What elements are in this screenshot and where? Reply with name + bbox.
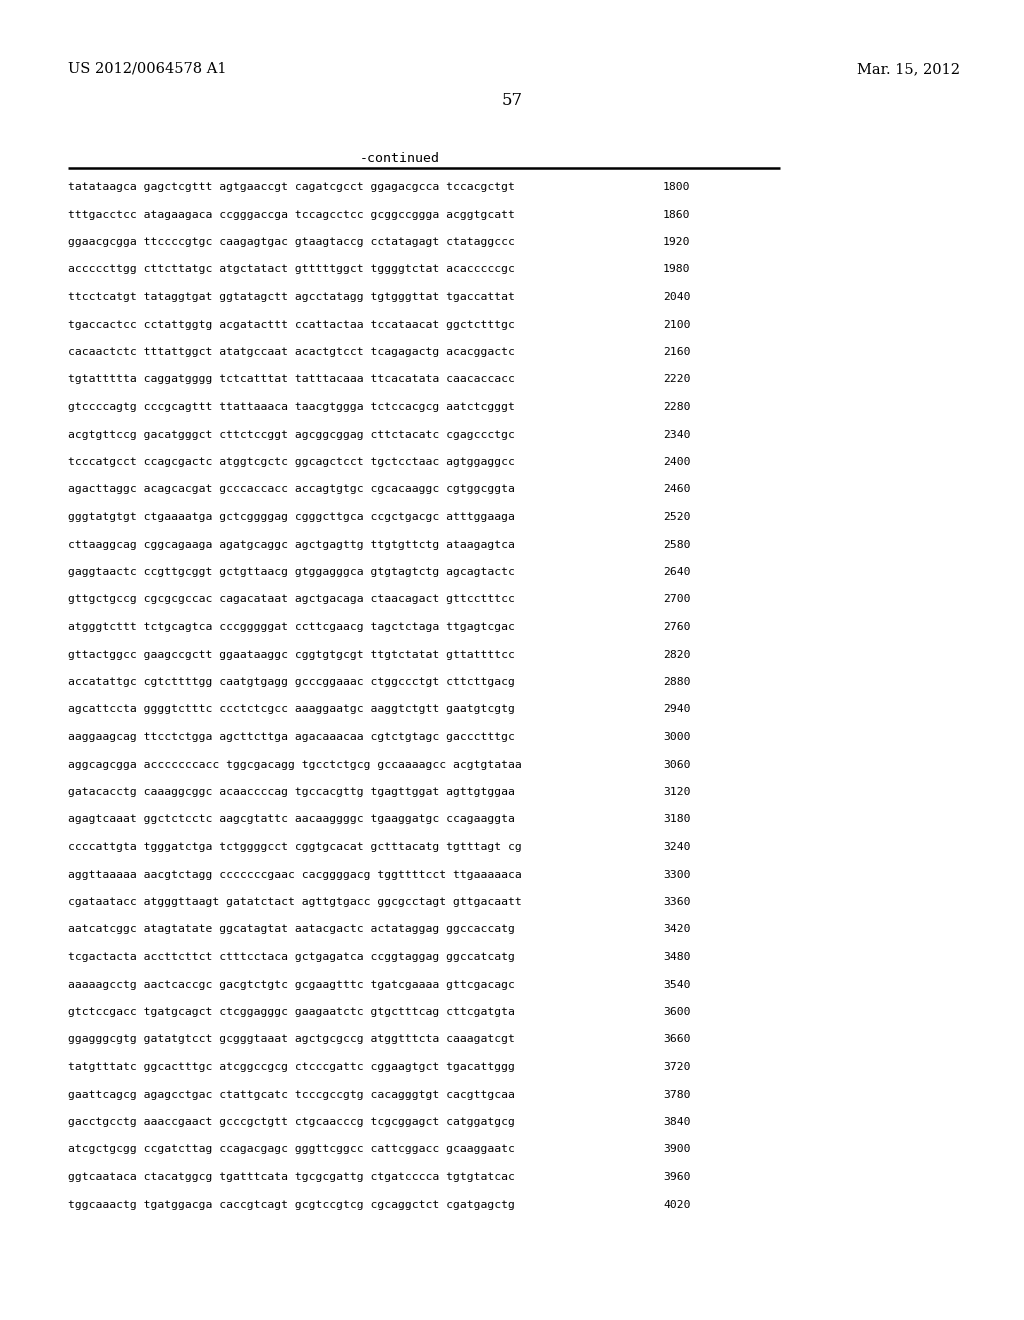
Text: 3840: 3840	[663, 1117, 690, 1127]
Text: atcgctgcgg ccgatcttag ccagacgagc gggttcggcc cattcggacc gcaaggaatc: atcgctgcgg ccgatcttag ccagacgagc gggttcg…	[68, 1144, 515, 1155]
Text: 3060: 3060	[663, 759, 690, 770]
Text: 2340: 2340	[663, 429, 690, 440]
Text: 3900: 3900	[663, 1144, 690, 1155]
Text: agcattccta ggggtctttc ccctctcgcc aaaggaatgc aaggtctgtt gaatgtcgtg: agcattccta ggggtctttc ccctctcgcc aaaggaa…	[68, 705, 515, 714]
Text: atgggtcttt tctgcagtca cccgggggat ccttcgaacg tagctctaga ttgagtcgac: atgggtcttt tctgcagtca cccgggggat ccttcga…	[68, 622, 515, 632]
Text: 2640: 2640	[663, 568, 690, 577]
Text: 3300: 3300	[663, 870, 690, 879]
Text: acgtgttccg gacatgggct cttctccggt agcggcggag cttctacatc cgagccctgc: acgtgttccg gacatgggct cttctccggt agcggcg…	[68, 429, 515, 440]
Text: aggcagcgga acccccccacc tggcgacagg tgcctctgcg gccaaaagcc acgtgtataa: aggcagcgga acccccccacc tggcgacagg tgcctc…	[68, 759, 522, 770]
Text: 2940: 2940	[663, 705, 690, 714]
Text: 2700: 2700	[663, 594, 690, 605]
Text: 1800: 1800	[663, 182, 690, 191]
Text: ggtcaataca ctacatggcg tgatttcata tgcgcgattg ctgatcccca tgtgtatcac: ggtcaataca ctacatggcg tgatttcata tgcgcga…	[68, 1172, 515, 1181]
Text: 2880: 2880	[663, 677, 690, 686]
Text: gaggtaactc ccgttgcggt gctgttaacg gtggagggca gtgtagtctg agcagtactc: gaggtaactc ccgttgcggt gctgttaacg gtggagg…	[68, 568, 515, 577]
Text: ttcctcatgt tataggtgat ggtatagctt agcctatagg tgtgggttat tgaccattat: ttcctcatgt tataggtgat ggtatagctt agcctat…	[68, 292, 515, 302]
Text: ggaacgcgga ttccccgtgc caagagtgac gtaagtaccg cctatagagt ctataggccc: ggaacgcgga ttccccgtgc caagagtgac gtaagta…	[68, 238, 515, 247]
Text: ggagggcgtg gatatgtcct gcgggtaaat agctgcgccg atggtttcta caaagatcgt: ggagggcgtg gatatgtcct gcgggtaaat agctgcg…	[68, 1035, 515, 1044]
Text: gttactggcc gaagccgctt ggaataaggc cggtgtgcgt ttgtctatat gttattttcc: gttactggcc gaagccgctt ggaataaggc cggtgtg…	[68, 649, 515, 660]
Text: gggtatgtgt ctgaaaatga gctcggggag cgggcttgca ccgctgacgc atttggaaga: gggtatgtgt ctgaaaatga gctcggggag cgggctt…	[68, 512, 515, 521]
Text: 2220: 2220	[663, 375, 690, 384]
Text: 2760: 2760	[663, 622, 690, 632]
Text: tgaccactcc cctattggtg acgatacttt ccattactaa tccataacat ggctctttgc: tgaccactcc cctattggtg acgatacttt ccattac…	[68, 319, 515, 330]
Text: -continued: -continued	[360, 152, 440, 165]
Text: 57: 57	[502, 92, 522, 110]
Text: gatacacctg caaaggcggc acaaccccag tgccacgttg tgagttggat agttgtggaa: gatacacctg caaaggcggc acaaccccag tgccacg…	[68, 787, 515, 797]
Text: 3600: 3600	[663, 1007, 690, 1016]
Text: 3420: 3420	[663, 924, 690, 935]
Text: gtccccagtg cccgcagttt ttattaaaca taacgtggga tctccacgcg aatctcgggt: gtccccagtg cccgcagttt ttattaaaca taacgtg…	[68, 403, 515, 412]
Text: tgtattttta caggatgggg tctcatttat tatttacaaa ttcacatata caacaccacc: tgtattttta caggatgggg tctcatttat tatttac…	[68, 375, 515, 384]
Text: 3000: 3000	[663, 733, 690, 742]
Text: agacttaggc acagcacgat gcccaccacc accagtgtgc cgcacaaggc cgtggcggta: agacttaggc acagcacgat gcccaccacc accagtg…	[68, 484, 515, 495]
Text: gttgctgccg cgcgcgccac cagacataat agctgacaga ctaacagact gttcctttcc: gttgctgccg cgcgcgccac cagacataat agctgac…	[68, 594, 515, 605]
Text: 3240: 3240	[663, 842, 690, 851]
Text: tggcaaactg tgatggacga caccgtcagt gcgtccgtcg cgcaggctct cgatgagctg: tggcaaactg tgatggacga caccgtcagt gcgtccg…	[68, 1200, 515, 1209]
Text: 2160: 2160	[663, 347, 690, 356]
Text: cgataatacc atgggttaagt gatatctact agttgtgacc ggcgcctagt gttgacaatt: cgataatacc atgggttaagt gatatctact agttgt…	[68, 898, 522, 907]
Text: 2100: 2100	[663, 319, 690, 330]
Text: 3660: 3660	[663, 1035, 690, 1044]
Text: 3780: 3780	[663, 1089, 690, 1100]
Text: aggttaaaaa aacgtctagg cccccccgaac cacggggacg tggttttcct ttgaaaaaca: aggttaaaaa aacgtctagg cccccccgaac cacggg…	[68, 870, 522, 879]
Text: accatattgc cgtcttttgg caatgtgagg gcccggaaac ctggccctgt cttcttgacg: accatattgc cgtcttttgg caatgtgagg gcccgga…	[68, 677, 515, 686]
Text: 2520: 2520	[663, 512, 690, 521]
Text: 2400: 2400	[663, 457, 690, 467]
Text: 3960: 3960	[663, 1172, 690, 1181]
Text: tttgacctcc atagaagaca ccgggaccga tccagcctcc gcggccggga acggtgcatt: tttgacctcc atagaagaca ccgggaccga tccagcc…	[68, 210, 515, 219]
Text: 3360: 3360	[663, 898, 690, 907]
Text: 2820: 2820	[663, 649, 690, 660]
Text: 1920: 1920	[663, 238, 690, 247]
Text: 2580: 2580	[663, 540, 690, 549]
Text: ccccattgta tgggatctga tctggggcct cggtgcacat gctttacatg tgtttagt cg: ccccattgta tgggatctga tctggggcct cggtgca…	[68, 842, 522, 851]
Text: gaattcagcg agagcctgac ctattgcatc tcccgccgtg cacagggtgt cacgttgcaa: gaattcagcg agagcctgac ctattgcatc tcccgcc…	[68, 1089, 515, 1100]
Text: 3180: 3180	[663, 814, 690, 825]
Text: 2040: 2040	[663, 292, 690, 302]
Text: 2460: 2460	[663, 484, 690, 495]
Text: 1860: 1860	[663, 210, 690, 219]
Text: Mar. 15, 2012: Mar. 15, 2012	[857, 62, 961, 77]
Text: tcgactacta accttcttct ctttcctaca gctgagatca ccggtaggag ggccatcatg: tcgactacta accttcttct ctttcctaca gctgaga…	[68, 952, 515, 962]
Text: acccccttgg cttcttatgc atgctatact gtttttggct tggggtctat acacccccgc: acccccttgg cttcttatgc atgctatact gtttttg…	[68, 264, 515, 275]
Text: aatcatcggc atagtatate ggcatagtat aatacgactc actataggag ggccaccatg: aatcatcggc atagtatate ggcatagtat aatacga…	[68, 924, 515, 935]
Text: 1980: 1980	[663, 264, 690, 275]
Text: 2280: 2280	[663, 403, 690, 412]
Text: 4020: 4020	[663, 1200, 690, 1209]
Text: gacctgcctg aaaccgaact gcccgctgtt ctgcaacccg tcgcggagct catggatgcg: gacctgcctg aaaccgaact gcccgctgtt ctgcaac…	[68, 1117, 515, 1127]
Text: 3480: 3480	[663, 952, 690, 962]
Text: 3540: 3540	[663, 979, 690, 990]
Text: 3120: 3120	[663, 787, 690, 797]
Text: tcccatgcct ccagcgactc atggtcgctc ggcagctcct tgctcctaac agtggaggcc: tcccatgcct ccagcgactc atggtcgctc ggcagct…	[68, 457, 515, 467]
Text: 3720: 3720	[663, 1063, 690, 1072]
Text: tatataagca gagctcgttt agtgaaccgt cagatcgcct ggagacgcca tccacgctgt: tatataagca gagctcgttt agtgaaccgt cagatcg…	[68, 182, 515, 191]
Text: cacaactctc tttattggct atatgccaat acactgtcct tcagagactg acacggactc: cacaactctc tttattggct atatgccaat acactgt…	[68, 347, 515, 356]
Text: cttaaggcag cggcagaaga agatgcaggc agctgagttg ttgtgttctg ataagagtca: cttaaggcag cggcagaaga agatgcaggc agctgag…	[68, 540, 515, 549]
Text: aaaaagcctg aactcaccgc gacgtctgtc gcgaagtttc tgatcgaaaa gttcgacagc: aaaaagcctg aactcaccgc gacgtctgtc gcgaagt…	[68, 979, 515, 990]
Text: aaggaagcag ttcctctgga agcttcttga agacaaacaa cgtctgtagc gaccctttgc: aaggaagcag ttcctctgga agcttcttga agacaaa…	[68, 733, 515, 742]
Text: gtctccgacc tgatgcagct ctcggagggc gaagaatctc gtgctttcag cttcgatgta: gtctccgacc tgatgcagct ctcggagggc gaagaat…	[68, 1007, 515, 1016]
Text: agagtcaaat ggctctcctc aagcgtattc aacaaggggc tgaaggatgc ccagaaggta: agagtcaaat ggctctcctc aagcgtattc aacaagg…	[68, 814, 515, 825]
Text: tatgtttatc ggcactttgc atcggccgcg ctcccgattc cggaagtgct tgacattggg: tatgtttatc ggcactttgc atcggccgcg ctcccga…	[68, 1063, 515, 1072]
Text: US 2012/0064578 A1: US 2012/0064578 A1	[68, 62, 226, 77]
